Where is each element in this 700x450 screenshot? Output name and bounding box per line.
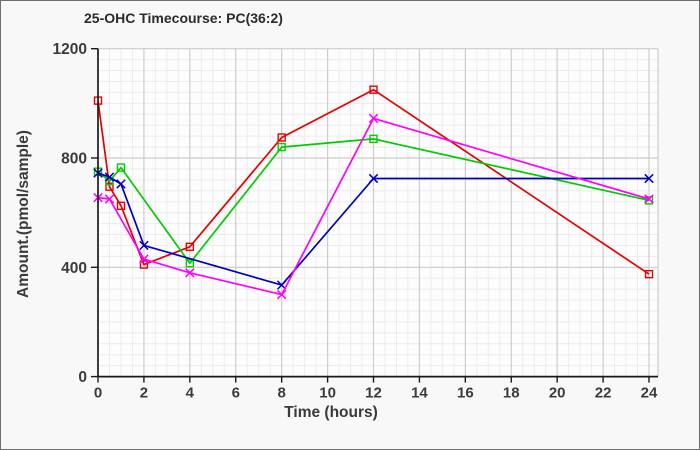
data-point-x	[644, 194, 654, 204]
x-tick-label: 6	[232, 385, 240, 402]
series-line-green-squares	[97, 138, 650, 265]
data-point-x	[368, 113, 379, 124]
chart-title: 25-OHC Timecourse: PC(36:2)	[84, 10, 283, 26]
y-tick-label: 0	[78, 369, 87, 386]
axes	[97, 48, 658, 378]
data-point-x	[139, 240, 149, 251]
x-tick-label: 10	[319, 385, 336, 402]
data-point-x	[368, 173, 379, 184]
x-axis-title: Time (hours)	[284, 404, 378, 421]
data-point-square	[116, 201, 126, 211]
data-point-square	[105, 182, 114, 191]
x-tick-label: 2	[140, 385, 148, 402]
data-point-x	[644, 173, 654, 184]
data-point-x	[139, 254, 149, 264]
data-point-square	[369, 134, 378, 144]
data-point-square	[185, 259, 195, 268]
grid-major	[98, 48, 659, 377]
data-point-x	[185, 268, 195, 278]
data-point-x	[276, 289, 287, 300]
x-tick-label: 12	[365, 385, 382, 402]
data-point-x	[104, 194, 115, 204]
x-tick-label: 20	[549, 385, 566, 402]
x-tick-label: 0	[94, 385, 102, 402]
series-red-squares	[93, 85, 654, 279]
x-tick-labels: 0 2 4 6 8 10 12 14 16 18 20 22 24	[94, 376, 658, 402]
y-tick-label: 800	[61, 151, 87, 168]
x-tick-label: 22	[595, 385, 612, 402]
data-point-square	[116, 163, 126, 172]
y-tick-label: 400	[61, 260, 87, 277]
data-point-square	[139, 260, 149, 269]
data-point-square	[185, 242, 195, 252]
data-point-square	[644, 196, 654, 205]
data-point-square	[277, 142, 286, 152]
y-tick-label: 1200	[53, 41, 87, 58]
x-tick-label: 24	[641, 385, 658, 402]
data-point-x	[116, 179, 126, 189]
x-tick-label: 16	[457, 385, 474, 402]
x-tick-label: 18	[503, 385, 520, 402]
data-point-square	[644, 269, 654, 279]
series-navy-x	[93, 168, 654, 290]
data-point-square	[277, 133, 286, 142]
x-tick-label: 4	[186, 385, 195, 402]
y-tick-labels: 0 400 800 1200	[53, 41, 98, 386]
data-point-square	[369, 85, 378, 94]
grid-minor	[98, 48, 658, 377]
x-tick-label: 14	[411, 385, 428, 402]
x-tick-label: 8	[277, 385, 285, 402]
data-point-x	[104, 172, 115, 182]
